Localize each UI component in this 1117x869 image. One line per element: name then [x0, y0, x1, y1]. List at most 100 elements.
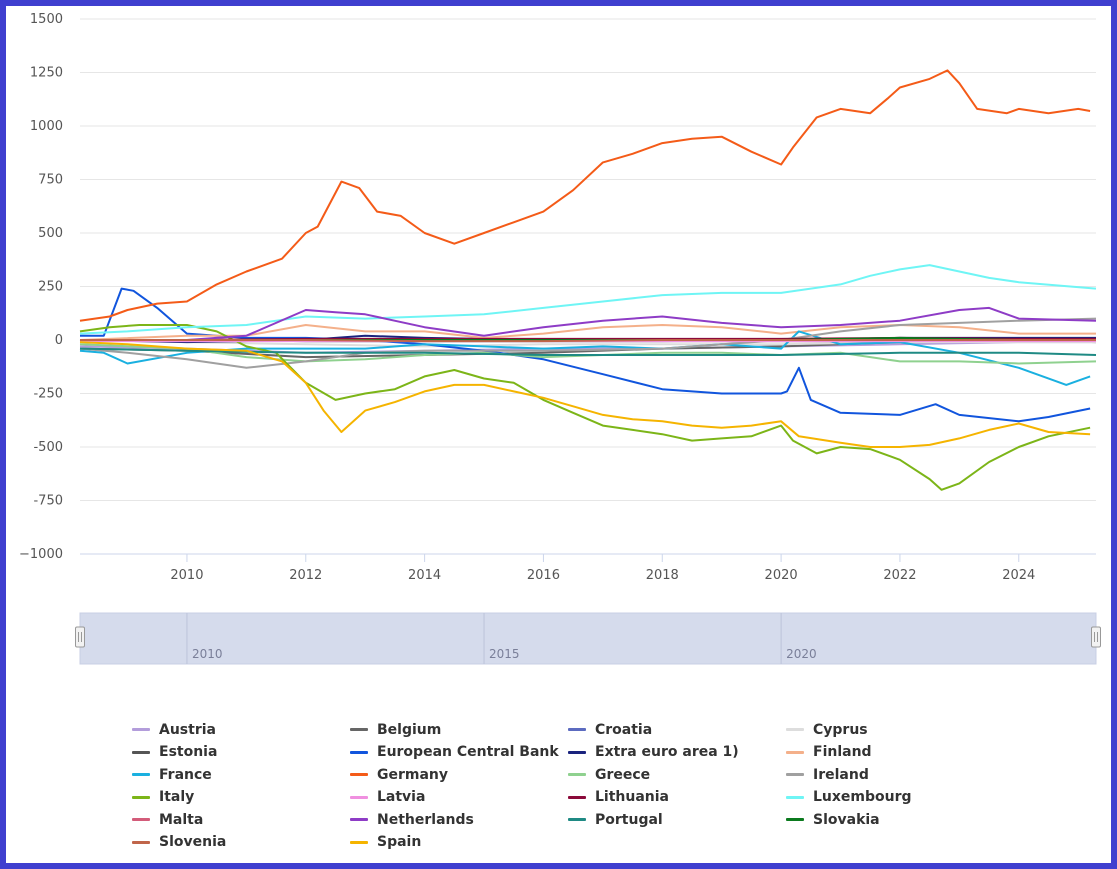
y-tick-label: -750: [33, 494, 63, 509]
legend-label: Malta: [159, 811, 204, 828]
legend-item[interactable]: Malta: [132, 810, 350, 830]
y-tick-label: 1000: [30, 119, 63, 134]
legend-swatch: [132, 750, 150, 754]
legend-item[interactable]: Finland: [786, 743, 1004, 763]
y-axis: 1500 1250 1000 750 500 250 0 -250 -500 -750 −1000: [19, 12, 63, 562]
series-line-ireland: [79, 317, 1097, 369]
series-line-netherlands: [80, 306, 1097, 341]
y-tick-label: 500: [38, 226, 63, 241]
legend-label: Lithuania: [595, 789, 670, 806]
legend-label: Finland: [813, 744, 872, 761]
legend-item[interactable]: Italy: [132, 788, 350, 808]
legend-item[interactable]: Belgium: [350, 720, 568, 740]
legend-label: European Central Bank: [377, 744, 559, 761]
y-tick-label: 0: [55, 333, 63, 348]
navigator-label: 2015: [489, 647, 520, 661]
legend-item[interactable]: Portugal: [568, 810, 786, 830]
legend-item[interactable]: France: [132, 765, 350, 785]
series-line-finland: [79, 324, 1096, 341]
legend-label: Belgium: [377, 721, 442, 738]
legend-swatch: [568, 728, 586, 732]
legend-item[interactable]: Estonia: [132, 743, 350, 763]
legend-item[interactable]: Lithuania: [568, 788, 786, 808]
legend-swatch: [786, 750, 804, 754]
x-axis: 2010 2012 2014 2016 2018 2020 2022 2024: [170, 554, 1035, 583]
legend-item[interactable]: Spain: [350, 833, 568, 853]
legend-swatch: [350, 728, 368, 732]
legend-item[interactable]: Slovenia: [132, 833, 350, 853]
legend-item[interactable]: Ireland: [786, 765, 1004, 785]
x-tick-label: 2022: [883, 568, 916, 583]
x-tick-label: 2010: [170, 568, 203, 583]
grid-lines: [80, 18, 1096, 555]
legend-swatch: [132, 728, 150, 732]
range-navigator[interactable]: 2010 2015 2020: [75, 612, 1101, 665]
legend-label: Estonia: [159, 744, 218, 761]
legend-item[interactable]: Latvia: [350, 788, 568, 808]
legend-swatch: [786, 773, 804, 777]
legend-swatch: [350, 818, 368, 822]
navigator-selection[interactable]: [79, 612, 1097, 665]
legend-label: France: [159, 766, 212, 783]
navigator-label: 2010: [192, 647, 223, 661]
legend-item[interactable]: Extra euro area 1): [568, 743, 786, 763]
y-tick-label: 750: [38, 173, 63, 188]
y-tick-label: 1250: [30, 66, 63, 81]
x-tick-label: 2018: [646, 568, 679, 583]
legend-swatch: [132, 773, 150, 777]
legend-label: Germany: [377, 766, 449, 783]
legend: Austria Belgium Croatia Cyprus Estonia Europe…: [132, 720, 1092, 852]
legend-label: Portugal: [595, 811, 663, 828]
y-tick-label: −1000: [19, 547, 63, 562]
legend-swatch: [568, 773, 586, 777]
legend-swatch: [132, 818, 150, 822]
legend-item[interactable]: European Central Bank: [350, 743, 568, 763]
series-line-luxembourg: [79, 264, 1097, 335]
x-tick-label: 2020: [765, 568, 798, 583]
x-tick-label: 2024: [1002, 568, 1035, 583]
legend-label: Extra euro area 1): [595, 744, 739, 761]
legend-label: Cyprus: [813, 721, 868, 738]
legend-label: Slovakia: [813, 811, 880, 828]
legend-item[interactable]: Slovakia: [786, 810, 1004, 830]
legend-label: Italy: [159, 789, 195, 806]
legend-item[interactable]: Germany: [350, 765, 568, 785]
legend-swatch: [350, 795, 368, 799]
legend-label: Luxembourg: [813, 789, 912, 806]
navigator-handle-right[interactable]: [1091, 626, 1101, 648]
legend-item[interactable]: Netherlands: [350, 810, 568, 830]
legend-swatch: [132, 840, 150, 844]
legend-swatch: [350, 750, 368, 754]
legend-swatch: [350, 840, 368, 844]
x-tick-label: 2014: [408, 568, 441, 583]
legend-item[interactable]: Austria: [132, 720, 350, 740]
series-line-slovenia: [80, 339, 1096, 343]
legend-swatch: [568, 818, 586, 822]
legend-swatch: [132, 795, 150, 799]
series-lines: [79, 69, 1097, 491]
legend-item[interactable]: Greece: [568, 765, 786, 785]
y-tick-label: -250: [33, 387, 63, 402]
navigator-handle-left[interactable]: [75, 626, 85, 648]
legend-label: Latvia: [377, 789, 426, 806]
y-tick-label: 1500: [30, 12, 63, 27]
legend-item[interactable]: Luxembourg: [786, 788, 1004, 808]
series-line-germany: [79, 69, 1091, 322]
legend-swatch: [786, 728, 804, 732]
navigator-label: 2020: [786, 647, 817, 661]
legend-item[interactable]: Croatia: [568, 720, 786, 740]
legend-label: Spain: [377, 834, 422, 851]
legend-swatch: [786, 795, 804, 799]
y-tick-label: 250: [38, 280, 63, 295]
legend-label: Slovenia: [159, 834, 227, 851]
legend-label: Ireland: [813, 766, 869, 783]
legend-swatch: [786, 818, 804, 822]
legend-label: Greece: [595, 766, 651, 783]
legend-item[interactable]: Cyprus: [786, 720, 1004, 740]
x-tick-label: 2016: [527, 568, 560, 583]
y-tick-label: -500: [33, 440, 63, 455]
legend-label: Netherlands: [377, 811, 474, 828]
line-chart: 1500125010007505002500-250-500-750−1000 …: [19, 12, 1101, 665]
legend-label: Croatia: [595, 721, 653, 738]
series-line-spain: [79, 341, 1091, 448]
